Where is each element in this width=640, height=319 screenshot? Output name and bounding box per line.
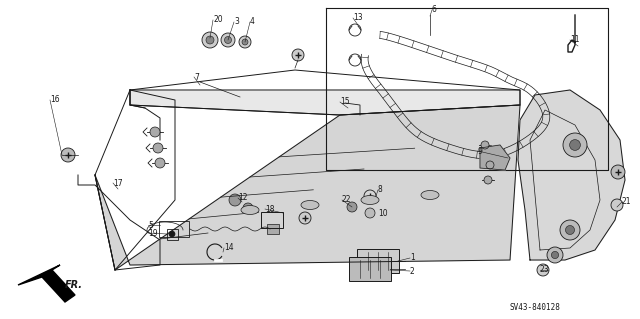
Text: 14: 14	[224, 243, 234, 253]
Text: 7: 7	[194, 72, 199, 81]
Circle shape	[611, 199, 623, 211]
Circle shape	[155, 158, 165, 168]
Polygon shape	[95, 105, 520, 270]
Circle shape	[243, 203, 253, 213]
Ellipse shape	[421, 190, 439, 199]
FancyBboxPatch shape	[357, 249, 399, 273]
Text: 16: 16	[50, 95, 60, 105]
Polygon shape	[130, 90, 520, 115]
Polygon shape	[480, 145, 510, 170]
Polygon shape	[18, 265, 75, 302]
Text: 17: 17	[113, 179, 123, 188]
Circle shape	[365, 208, 375, 218]
Circle shape	[566, 226, 575, 234]
Circle shape	[169, 231, 175, 237]
Circle shape	[486, 161, 494, 169]
Circle shape	[242, 39, 248, 45]
FancyBboxPatch shape	[267, 224, 279, 234]
Text: 22: 22	[342, 196, 351, 204]
Text: 1: 1	[410, 254, 415, 263]
FancyBboxPatch shape	[349, 257, 391, 281]
Text: 20: 20	[213, 16, 223, 25]
Text: 23: 23	[540, 265, 550, 275]
Circle shape	[225, 36, 232, 43]
Ellipse shape	[241, 205, 259, 214]
Text: 21: 21	[622, 197, 632, 206]
Text: 2: 2	[410, 266, 415, 276]
Text: SV43-840128: SV43-840128	[510, 303, 561, 313]
Text: 9: 9	[478, 146, 483, 155]
Text: FR.: FR.	[65, 280, 83, 290]
Circle shape	[611, 165, 625, 179]
Ellipse shape	[301, 201, 319, 210]
Circle shape	[206, 36, 214, 44]
Circle shape	[547, 247, 563, 263]
Text: 3: 3	[234, 18, 239, 26]
Circle shape	[299, 212, 311, 224]
Polygon shape	[518, 90, 625, 260]
Circle shape	[150, 127, 160, 137]
Text: 6: 6	[432, 5, 437, 14]
Text: 13: 13	[353, 13, 363, 23]
Circle shape	[202, 32, 218, 48]
Text: 8: 8	[378, 186, 383, 195]
Circle shape	[153, 143, 163, 153]
Circle shape	[537, 264, 549, 276]
Text: 12: 12	[238, 194, 248, 203]
Circle shape	[347, 202, 357, 212]
Text: 4: 4	[250, 18, 255, 26]
Text: 5: 5	[148, 220, 153, 229]
Circle shape	[484, 176, 492, 184]
Circle shape	[292, 49, 304, 61]
Circle shape	[570, 140, 580, 150]
Ellipse shape	[361, 196, 379, 204]
Text: 18: 18	[265, 204, 275, 213]
Circle shape	[229, 194, 241, 206]
Circle shape	[563, 133, 587, 157]
Text: 11: 11	[570, 35, 579, 44]
Circle shape	[61, 148, 75, 162]
Circle shape	[481, 141, 489, 149]
Circle shape	[560, 220, 580, 240]
Circle shape	[221, 33, 235, 47]
FancyBboxPatch shape	[339, 107, 356, 119]
Text: 15: 15	[340, 98, 349, 107]
Circle shape	[239, 36, 251, 48]
Text: 10: 10	[378, 209, 388, 218]
Circle shape	[552, 251, 559, 259]
Text: 19: 19	[148, 228, 157, 238]
